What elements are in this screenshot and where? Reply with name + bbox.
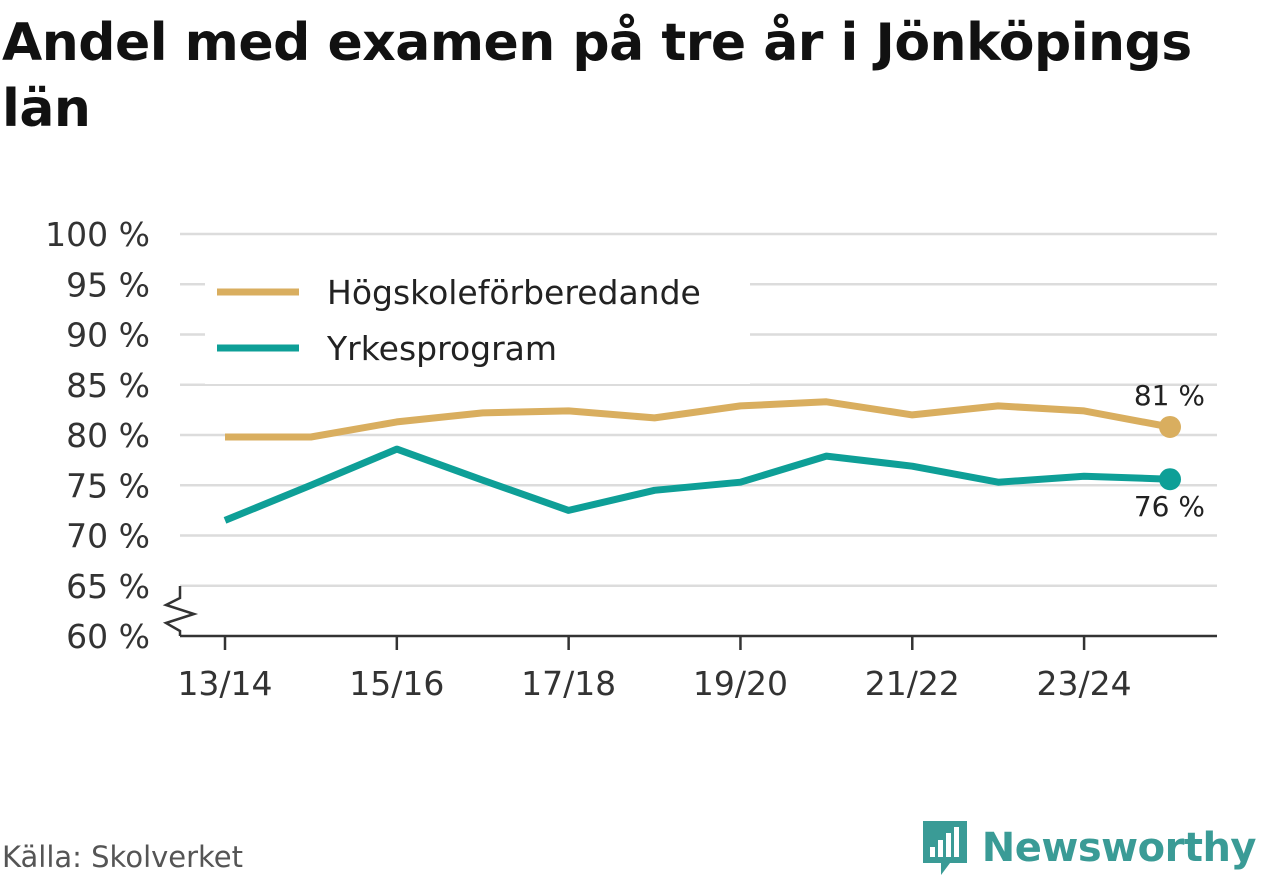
series-line-h-gskolef-rberedande — [225, 398, 1171, 441]
y-tick-label: 70 % — [66, 517, 150, 556]
chart-title: Andel med examen på tre år i Jönköpings … — [2, 13, 1192, 139]
brand-logo: Newsworthy — [920, 818, 1257, 878]
x-tick-label: 15/16 — [349, 664, 444, 703]
x-tick-label: 17/18 — [521, 664, 616, 703]
source-note: Källa: Skolverket — [2, 840, 244, 874]
legend-label: Yrkesprogram — [326, 329, 557, 368]
legend-label: Högskoleförberedande — [327, 273, 701, 312]
bar-chart-speech-bubble-icon — [922, 821, 967, 875]
y-tick-label: 75 % — [66, 466, 150, 505]
y-tick-label: 85 % — [66, 366, 150, 405]
y-tick-label: 95 % — [66, 265, 150, 304]
x-axis: 13/14 15/16 17/18 19/20 21/22 23/24 — [162, 586, 1217, 703]
y-tick-label: 60 % — [66, 617, 150, 656]
brand-name: Newsworthy — [981, 825, 1257, 871]
legend: Högskoleförberedande Yrkesprogram — [205, 262, 750, 384]
end-point-marker — [1159, 415, 1181, 438]
series-lines — [223, 398, 1181, 524]
y-tick-label: 65 % — [66, 567, 150, 606]
y-tick-label: 90 % — [66, 316, 150, 355]
y-axis-tick-labels: 60 % 65 % 70 % 75 % 80 % 85 % 90 % 95 % 100 % — [45, 215, 150, 656]
legend-background — [205, 262, 750, 384]
series-line-yrkesprogram — [223, 445, 1171, 524]
end-value-label: 76 % — [1134, 490, 1205, 523]
y-tick-label: 100 % — [45, 215, 150, 254]
x-tick-label: 23/24 — [1037, 664, 1132, 703]
x-tick-label: 13/14 — [177, 664, 272, 703]
end-value-label: 81 % — [1134, 379, 1205, 412]
x-tick-label: 19/20 — [693, 664, 788, 703]
x-tick-label: 21/22 — [865, 664, 960, 703]
y-axis-break-symbol — [162, 586, 199, 636]
end-value-labels: 81 % 76 % — [1134, 379, 1205, 523]
y-tick-label: 80 % — [66, 416, 150, 455]
end-point-marker — [1159, 468, 1181, 491]
